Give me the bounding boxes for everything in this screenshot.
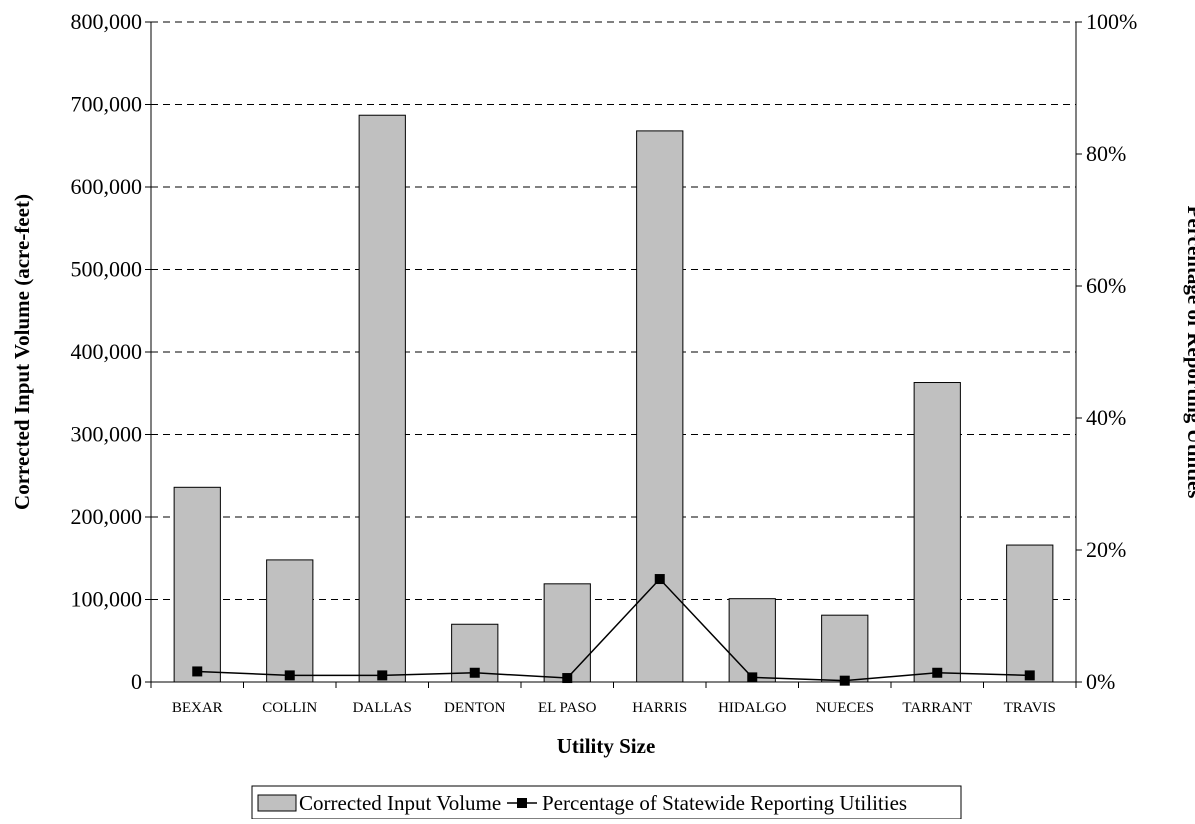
bar (173, 486, 221, 683)
y-tick-label: 300,000 (71, 422, 143, 447)
y-tick-label: 800,000 (71, 9, 143, 34)
x-tick-label: DENTON (444, 700, 506, 716)
bar (728, 598, 776, 683)
line-point (654, 574, 665, 585)
bar (821, 614, 869, 683)
line-point (284, 670, 295, 681)
bar (358, 114, 406, 683)
y2-tick-label: 60% (1086, 273, 1126, 298)
bar (266, 559, 314, 683)
legend-swatch-marker (517, 798, 527, 808)
x-tick-label: EL PASO (538, 700, 597, 716)
y-tick-label: 0 (131, 669, 142, 694)
bar (913, 382, 961, 683)
x-tick-label: COLLIN (262, 700, 317, 716)
y2-tick-label: 80% (1086, 141, 1126, 166)
legend-border (251, 785, 962, 820)
y2-tick-label: 40% (1086, 405, 1126, 430)
y-tick-label: 500,000 (71, 257, 143, 282)
axes (145, 21, 1082, 688)
y-tick-label: 100,000 (71, 587, 143, 612)
y2-tick-label: 0% (1086, 669, 1115, 694)
legend-label-bar: Corrected Input Volume (299, 791, 501, 815)
legend-label-line: Percentage of Statewide Reporting Utilit… (542, 791, 907, 815)
x-tick-label: DALLAS (353, 700, 412, 716)
y-tick-label: 600,000 (71, 174, 143, 199)
line-series (192, 574, 1035, 686)
bar-series (173, 114, 1054, 683)
line-point (469, 667, 480, 678)
x-tick-label: NUECES (816, 700, 874, 716)
x-tick-label: TARRANT (902, 700, 972, 716)
line-point (192, 666, 203, 677)
bar (1006, 544, 1054, 683)
bar (543, 583, 591, 683)
percentage-line (197, 577, 1030, 682)
legend: Corrected Input Volume Percentage of Sta… (251, 785, 962, 820)
legend-swatch-bar (257, 794, 297, 812)
tick-labels: 0 100,000 200,000 300,000 400,000 500,000 600,… (71, 9, 1138, 716)
line-point (932, 667, 943, 678)
y2-tick-label: 20% (1086, 537, 1126, 562)
y-tick-label: 400,000 (71, 339, 143, 364)
y-tick-label: 700,000 (71, 92, 143, 117)
line-point (747, 672, 758, 683)
x-axis-title: Utility Size (557, 734, 656, 758)
line-point (562, 673, 573, 684)
x-tick-label: TRAVIS (1004, 700, 1056, 716)
y2-tick-label: 100% (1086, 9, 1137, 34)
line-point (839, 675, 850, 686)
y-tick-label: 200,000 (71, 504, 143, 529)
x-tick-label: BEXAR (172, 700, 223, 716)
x-tick-label: HIDALGO (718, 700, 786, 716)
y2-axis-title: Percentage of Reporting Utilities (1183, 206, 1195, 499)
y-axis-title: Corrected Input Volume (acre-feet) (10, 194, 34, 510)
line-point (1024, 670, 1035, 681)
bar (636, 130, 684, 683)
x-tick-label: HARRIS (632, 700, 687, 716)
line-point (377, 670, 388, 681)
